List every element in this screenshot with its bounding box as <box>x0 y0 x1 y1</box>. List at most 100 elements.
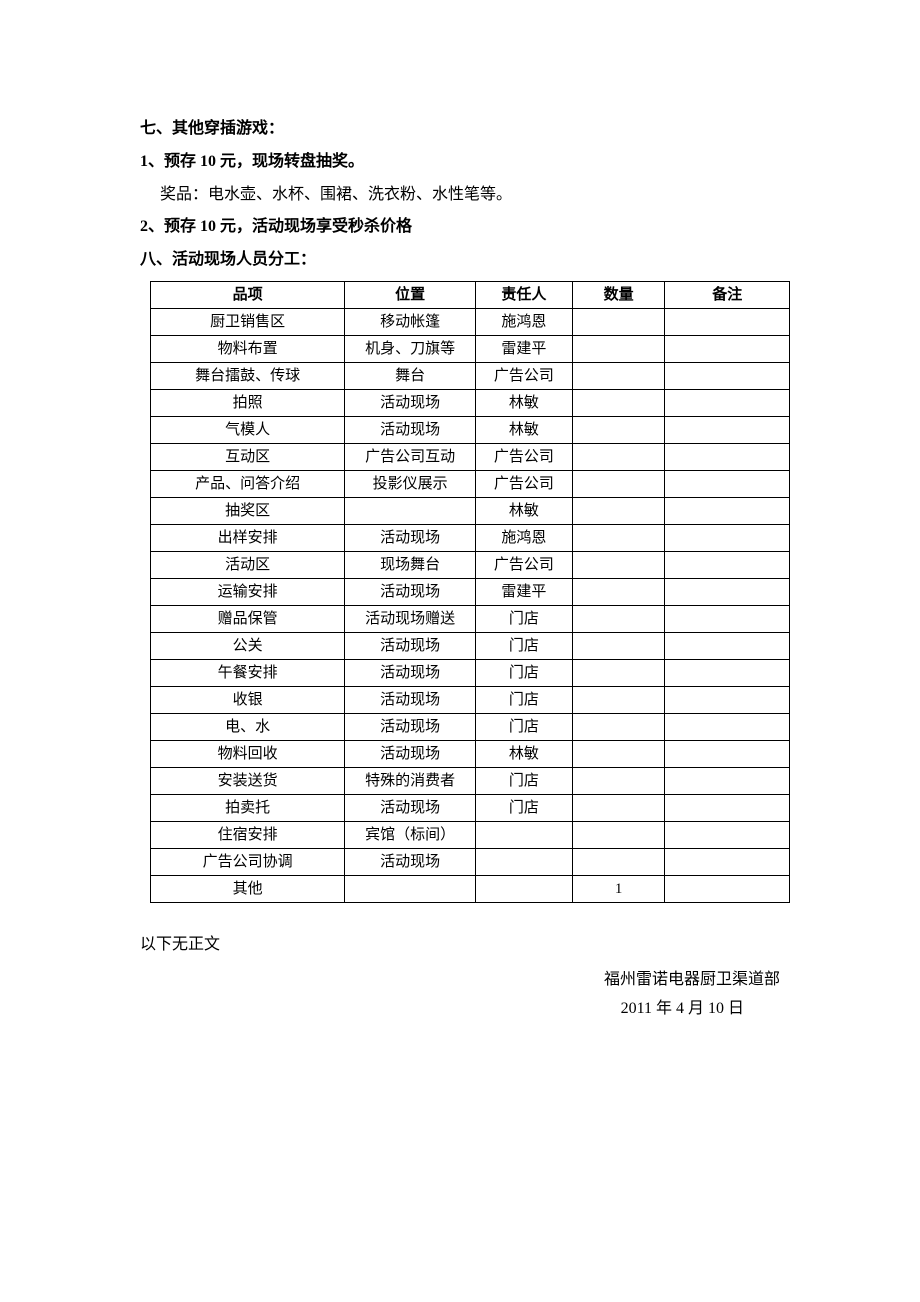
table-cell <box>572 605 665 632</box>
table-cell <box>572 578 665 605</box>
table-row: 广告公司协调活动现场 <box>151 848 790 875</box>
table-cell <box>475 875 572 902</box>
table-cell: 现场舞台 <box>345 551 475 578</box>
table-cell: 雷建平 <box>475 335 572 362</box>
table-cell: 施鸿恩 <box>475 308 572 335</box>
table-cell <box>572 497 665 524</box>
table-cell <box>572 362 665 389</box>
table-cell: 互动区 <box>151 443 345 470</box>
table-cell: 气模人 <box>151 416 345 443</box>
table-cell: 物料布置 <box>151 335 345 362</box>
table-cell: 1 <box>572 875 665 902</box>
footer-block: 以下无正文 福州雷诺电器厨卫渠道部 2011 年 4 月 10 日 <box>140 931 780 1023</box>
table-cell: 活动现场 <box>345 740 475 767</box>
table-row: 公关活动现场门店 <box>151 632 790 659</box>
table-cell <box>665 416 790 443</box>
table-cell <box>572 308 665 335</box>
table-cell: 活动现场 <box>345 794 475 821</box>
table-row: 拍照活动现场林敏 <box>151 389 790 416</box>
table-cell: 物料回收 <box>151 740 345 767</box>
table-cell <box>572 713 665 740</box>
table-cell <box>665 578 790 605</box>
table-cell <box>665 848 790 875</box>
table-cell <box>572 740 665 767</box>
table-cell: 公关 <box>151 632 345 659</box>
table-cell: 活动区 <box>151 551 345 578</box>
table-row: 收银活动现场门店 <box>151 686 790 713</box>
table-cell <box>572 632 665 659</box>
table-cell: 抽奖区 <box>151 497 345 524</box>
table-cell <box>345 875 475 902</box>
table-cell: 产品、问答介绍 <box>151 470 345 497</box>
table-cell <box>665 443 790 470</box>
table-row: 厨卫销售区移动帐篷施鸿恩 <box>151 308 790 335</box>
table-cell <box>572 767 665 794</box>
table-cell <box>665 497 790 524</box>
table-cell: 林敏 <box>475 416 572 443</box>
table-cell: 午餐安排 <box>151 659 345 686</box>
table-cell <box>572 659 665 686</box>
section-7-title: 七、其他穿插游戏： <box>140 115 780 144</box>
table-cell <box>572 848 665 875</box>
section-7-item-1-title: 1、预存 10 元，现场转盘抽奖。 <box>140 148 780 177</box>
table-cell: 活动现场 <box>345 416 475 443</box>
table-row: 舞台擂鼓、传球舞台广告公司 <box>151 362 790 389</box>
table-body: 厨卫销售区移动帐篷施鸿恩物料布置机身、刀旗等雷建平舞台擂鼓、传球舞台广告公司拍照… <box>151 308 790 902</box>
table-cell: 机身、刀旗等 <box>345 335 475 362</box>
table-row: 运输安排活动现场雷建平 <box>151 578 790 605</box>
table-cell: 厨卫销售区 <box>151 308 345 335</box>
table-cell <box>572 416 665 443</box>
table-cell <box>665 632 790 659</box>
table-cell: 广告公司 <box>475 551 572 578</box>
table-cell: 活动现场 <box>345 632 475 659</box>
table-cell <box>665 551 790 578</box>
table-cell: 林敏 <box>475 740 572 767</box>
table-cell <box>665 686 790 713</box>
table-cell <box>665 335 790 362</box>
table-cell: 收银 <box>151 686 345 713</box>
table-cell <box>665 605 790 632</box>
table-cell <box>665 659 790 686</box>
table-cell: 特殊的消费者 <box>345 767 475 794</box>
table-cell: 运输安排 <box>151 578 345 605</box>
footer-date: 2011 年 4 月 10 日 <box>140 995 780 1024</box>
table-row: 活动区现场舞台广告公司 <box>151 551 790 578</box>
table-header-row: 品项 位置 责任人 数量 备注 <box>151 281 790 308</box>
table-cell: 安装送货 <box>151 767 345 794</box>
table-cell <box>665 821 790 848</box>
footer-org: 福州雷诺电器厨卫渠道部 <box>140 966 780 995</box>
table-cell <box>475 821 572 848</box>
table-cell: 广告公司协调 <box>151 848 345 875</box>
table-cell: 广告公司 <box>475 362 572 389</box>
col-header-note: 备注 <box>665 281 790 308</box>
table-cell: 舞台擂鼓、传球 <box>151 362 345 389</box>
table-cell: 活动现场赠送 <box>345 605 475 632</box>
table-cell <box>572 443 665 470</box>
table-cell <box>665 713 790 740</box>
table-cell: 广告公司 <box>475 443 572 470</box>
table-row: 安装送货特殊的消费者门店 <box>151 767 790 794</box>
table-cell: 活动现场 <box>345 713 475 740</box>
table-cell: 门店 <box>475 659 572 686</box>
table-row: 抽奖区林敏 <box>151 497 790 524</box>
table-cell <box>572 389 665 416</box>
table-cell <box>345 497 475 524</box>
table-row: 赠品保管活动现场赠送门店 <box>151 605 790 632</box>
col-header-responsible: 责任人 <box>475 281 572 308</box>
table-cell: 活动现场 <box>345 659 475 686</box>
table-cell: 门店 <box>475 767 572 794</box>
section-7-item-1-desc: 奖品：电水壶、水杯、围裙、洗衣粉、水性笔等。 <box>160 181 780 210</box>
table-cell: 门店 <box>475 794 572 821</box>
table-cell: 门店 <box>475 713 572 740</box>
table-row: 电、水活动现场门店 <box>151 713 790 740</box>
table-row: 气模人活动现场林敏 <box>151 416 790 443</box>
table-cell <box>572 335 665 362</box>
personnel-table: 品项 位置 责任人 数量 备注 厨卫销售区移动帐篷施鸿恩物料布置机身、刀旗等雷建… <box>150 281 790 903</box>
table-cell: 拍照 <box>151 389 345 416</box>
table-cell: 活动现场 <box>345 848 475 875</box>
table-cell: 广告公司互动 <box>345 443 475 470</box>
table-cell: 电、水 <box>151 713 345 740</box>
table-cell: 其他 <box>151 875 345 902</box>
table-cell: 拍卖托 <box>151 794 345 821</box>
table-row: 住宿安排宾馆（标间） <box>151 821 790 848</box>
